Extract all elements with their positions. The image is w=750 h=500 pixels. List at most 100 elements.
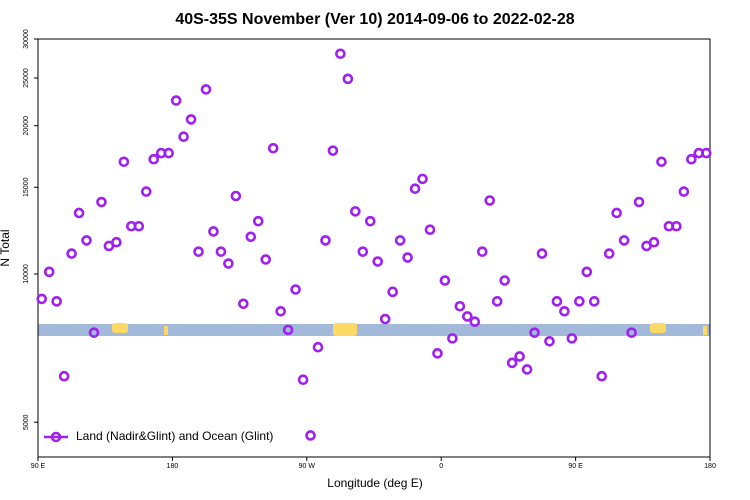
data-point: [223, 258, 234, 269]
data-point: [648, 236, 660, 248]
data-point: [133, 220, 145, 232]
data-point: [73, 207, 85, 219]
data-point: [394, 235, 406, 246]
data-point: [469, 316, 481, 328]
data-point: [566, 333, 578, 344]
y-tick-label: 5000: [23, 414, 30, 430]
data-point: [163, 147, 174, 159]
data-point: [514, 351, 525, 362]
data-point: [185, 114, 197, 125]
data-point: [364, 215, 376, 227]
data-point: [327, 145, 339, 156]
x-tick-label: 90 E: [31, 463, 46, 470]
legend-label: Land (Nadir&Glint) and Ocean (Glint): [76, 429, 273, 443]
y-tick-label: 15000: [23, 177, 30, 197]
data-point: [148, 153, 160, 165]
data-point: [215, 246, 227, 257]
data-point: [260, 254, 272, 265]
data-point: [588, 296, 600, 307]
x-tick-label: 0: [439, 463, 443, 470]
data-point: [275, 305, 286, 317]
data-point: [178, 131, 189, 142]
data-point: [484, 195, 496, 206]
data-point: [51, 296, 62, 307]
data-point: [424, 224, 436, 236]
data-point: [462, 311, 473, 322]
data-point: [529, 327, 540, 338]
data-point: [357, 246, 369, 257]
data-point: [66, 248, 77, 259]
data-point: [238, 298, 249, 310]
data-point: [290, 284, 301, 295]
data-point: [409, 183, 421, 194]
data-point: [536, 248, 548, 259]
data-point: [603, 248, 615, 259]
data-point: [305, 430, 316, 441]
data-point: [267, 142, 279, 154]
x-tick-label: 90 E: [568, 463, 583, 470]
data-point: [633, 196, 645, 208]
plot-frame: [37, 38, 711, 458]
data-point: [521, 364, 533, 375]
data-point: [574, 296, 585, 307]
data-point: [387, 286, 398, 298]
y-tick-label: 20000: [23, 116, 30, 136]
data-point: [170, 95, 182, 106]
data-point: [118, 156, 130, 168]
data-point: [111, 236, 122, 248]
data-point: [193, 246, 204, 257]
data-point: [43, 266, 55, 278]
data-point: [140, 186, 152, 197]
data-point: [656, 156, 667, 168]
data-point: [372, 256, 384, 267]
data-point: [678, 186, 690, 197]
data-point: [312, 341, 324, 353]
data-point: [230, 190, 242, 202]
data-point: [58, 370, 70, 382]
data-point: [200, 84, 212, 95]
data-point: [544, 335, 555, 347]
data-point: [208, 226, 219, 237]
data-point: [671, 220, 682, 232]
data-point: [96, 196, 107, 208]
data-point: [454, 300, 466, 312]
data-point: [342, 73, 354, 85]
data-point: [499, 275, 510, 286]
legend-marker: [50, 431, 62, 443]
data-point: [282, 324, 294, 336]
data-point: [36, 293, 48, 305]
data-point: [417, 173, 428, 185]
data-point: [686, 153, 697, 165]
data-point: [320, 235, 331, 246]
data-point: [551, 296, 563, 307]
data-point: [476, 246, 488, 257]
data-point: [297, 374, 309, 386]
data-point: [626, 327, 637, 338]
x-tick-label: 180: [167, 463, 179, 470]
data-point: [335, 48, 346, 60]
data-point: [252, 215, 264, 227]
x-tick-label: 90 W: [299, 463, 316, 470]
x-axis-label: Longitude (deg E): [327, 476, 422, 490]
map-band: [38, 323, 710, 336]
data-point: [350, 206, 361, 217]
data-point: [596, 370, 608, 382]
data-point: [432, 348, 443, 359]
data-point: [581, 266, 593, 278]
y-tick-label: 10000: [23, 264, 30, 284]
data-point: [447, 333, 458, 344]
y-tick-label: 25000: [23, 68, 30, 88]
data-point: [88, 327, 100, 338]
y-axis-label: N Total: [0, 229, 12, 266]
data-point: [402, 252, 413, 263]
data-point: [439, 275, 451, 286]
data-point: [618, 235, 630, 246]
chart-title: 40S-35S November (Ver 10) 2014-09-06 to …: [175, 11, 574, 28]
y-tick-label: 30000: [23, 29, 30, 49]
data-point: [491, 296, 503, 307]
data-point: [506, 357, 518, 369]
data-point: [611, 207, 622, 219]
data-point: [81, 235, 92, 246]
data-point: [379, 313, 391, 325]
